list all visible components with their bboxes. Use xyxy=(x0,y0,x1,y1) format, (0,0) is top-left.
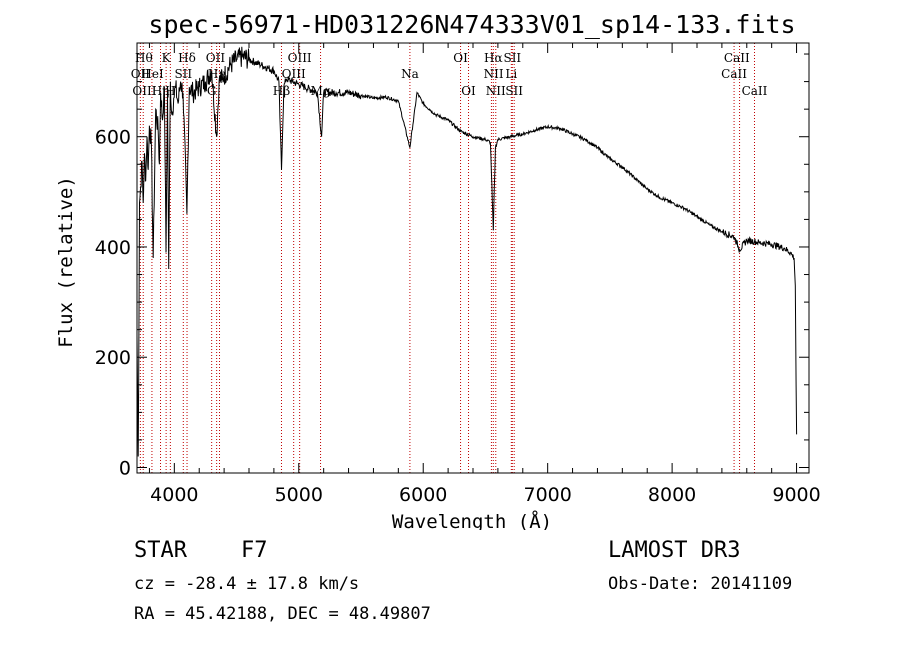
y-tick-label: 200 xyxy=(95,347,131,369)
emission-line-label: Hα xyxy=(484,51,503,65)
x-tick-label: 8000 xyxy=(648,484,696,506)
emission-line-label: HeI xyxy=(141,67,164,81)
coordinates-readout: RA = 45.42188, DEC = 48.49807 xyxy=(134,604,431,624)
y-tick-label: 400 xyxy=(95,237,131,259)
emission-line-label: OII xyxy=(206,51,226,65)
emission-line-label: G xyxy=(207,84,217,98)
emission-line-label: SII xyxy=(174,67,192,81)
x-axis-ticks: 4000 5000 6000 7000 8000 9000 xyxy=(148,43,821,506)
x-tick-label: 7000 xyxy=(523,484,571,506)
emission-line-label: Li xyxy=(505,67,517,81)
spectrum-line xyxy=(136,46,798,457)
spectral-subclass: F7 xyxy=(241,538,268,563)
emission-line-label: OIII xyxy=(288,51,312,65)
x-tick-label: 5000 xyxy=(275,484,323,506)
emission-line-label: OIII xyxy=(132,84,156,98)
y-tick-label: 0 xyxy=(119,457,131,479)
x-tick-label: 4000 xyxy=(150,484,198,506)
emission-line-label: NII xyxy=(486,84,506,98)
object-class: STAR xyxy=(134,538,187,563)
survey-name: LAMOST DR3 xyxy=(608,538,741,563)
emission-line-label: Hδ xyxy=(178,51,196,65)
emission-line-label: Na xyxy=(401,67,419,81)
emission-line-markers xyxy=(139,43,755,473)
emission-line-label: CaII xyxy=(742,84,768,98)
redshift-readout: cz = -28.4 ± 17.8 km/s xyxy=(134,574,360,594)
emission-line-label: Hβ xyxy=(273,84,290,98)
emission-line-label: NII xyxy=(484,67,504,81)
y-axis-label: Flux (relative) xyxy=(55,176,77,348)
emission-line-label: OI xyxy=(453,51,468,65)
plot-frame xyxy=(136,42,810,474)
y-axis-ticks: 0 200 400 600 xyxy=(95,53,809,479)
x-tick-label: 9000 xyxy=(772,484,820,506)
x-axis-label: Wavelength (Å) xyxy=(392,510,552,530)
emission-line-label: SII xyxy=(505,84,523,98)
emission-line-label: CaII xyxy=(724,51,750,65)
emission-line-label: Hθ xyxy=(135,51,153,65)
emission-line-label: K xyxy=(162,51,172,65)
x-tick-label: 6000 xyxy=(399,484,447,506)
y-tick-label: 600 xyxy=(95,127,131,149)
emission-line-label: OII xyxy=(131,67,151,81)
observation-date: Obs-Date: 20141109 xyxy=(608,574,793,594)
emission-line-label: OI xyxy=(461,84,476,98)
emission-line-label: CaII xyxy=(721,67,747,81)
emission-line-label: SII xyxy=(503,51,521,65)
chart-title: spec-56971-HD031226N474333V01_sp14-133.f… xyxy=(148,10,795,39)
spectrum-chart: spec-56971-HD031226N474333V01_sp14-133.f… xyxy=(55,10,821,530)
